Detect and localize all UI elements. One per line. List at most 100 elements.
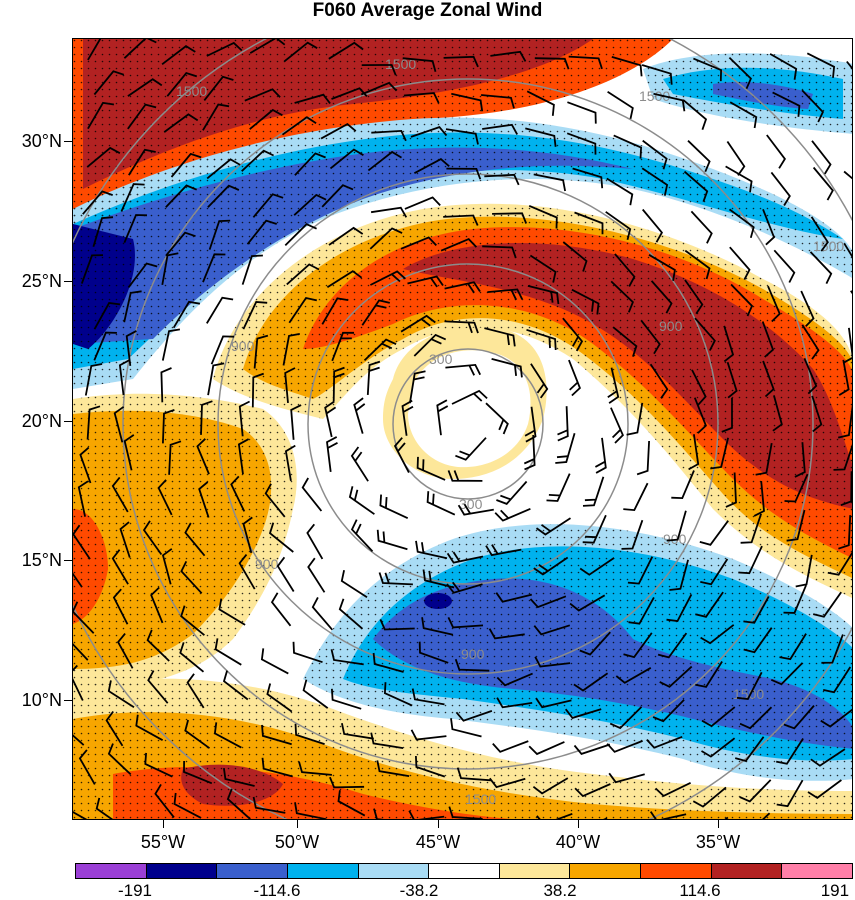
map-title: F060 Average Zonal Wind xyxy=(312,0,543,21)
wind-barb xyxy=(120,183,145,212)
lon-label-35w: 35°W xyxy=(695,832,741,852)
wind-barb xyxy=(113,406,125,443)
wind-barb xyxy=(260,648,289,675)
wind-barb xyxy=(270,592,292,627)
wind-barb xyxy=(533,556,569,576)
wind-barb xyxy=(523,434,536,471)
wind-barb xyxy=(770,662,804,686)
wind-barb xyxy=(640,320,661,355)
colorbar-swatch xyxy=(146,864,218,878)
wind-barb xyxy=(117,633,134,669)
wind-barb xyxy=(810,748,846,767)
wind-barb xyxy=(331,688,362,710)
wind-barb xyxy=(628,596,655,625)
wind-barb xyxy=(535,517,571,536)
wind-barb xyxy=(568,359,581,397)
wind-barb xyxy=(206,41,243,57)
wind-barb xyxy=(496,672,533,687)
wind-barb xyxy=(454,658,490,672)
wind-barb xyxy=(444,320,479,334)
wind-barb xyxy=(730,283,754,317)
wind-barb xyxy=(383,682,413,707)
wind-barb xyxy=(740,513,762,544)
colorbar-swatch xyxy=(499,864,571,878)
wind-barb xyxy=(623,632,653,659)
wind-barb xyxy=(573,743,611,755)
wind-barb xyxy=(150,586,164,624)
wind-barb xyxy=(725,472,737,508)
wind-barb xyxy=(283,41,318,63)
wind-barb xyxy=(529,254,557,283)
wind-barb xyxy=(307,557,326,593)
wind-barb xyxy=(659,665,693,688)
wind-barb xyxy=(611,56,643,77)
wind-barb xyxy=(253,334,269,369)
wind-barb xyxy=(492,212,528,224)
wind-barb xyxy=(264,483,286,518)
wind-barb xyxy=(641,64,673,85)
wind-barb xyxy=(527,285,560,305)
wind-barb xyxy=(422,569,455,589)
wind-barb xyxy=(198,481,210,518)
wind-barb xyxy=(666,510,687,542)
wind-barb xyxy=(361,299,391,326)
colorbar-swatch xyxy=(782,864,853,878)
wind-barb xyxy=(546,473,571,502)
wind-barb xyxy=(446,551,484,564)
wind-barb xyxy=(695,661,723,688)
wind-barb xyxy=(400,314,436,333)
wind-barb xyxy=(450,718,482,738)
lat-label-30n: 30°N xyxy=(21,131,62,151)
wind-barb xyxy=(266,683,293,713)
wind-barb xyxy=(411,688,445,706)
wind-barb xyxy=(843,170,852,180)
wind-barb xyxy=(487,288,524,301)
wind-barb xyxy=(111,549,129,585)
wind-barb xyxy=(810,216,829,252)
wind-barb xyxy=(82,190,114,215)
wind-barb xyxy=(127,78,163,97)
wind-barb xyxy=(607,91,634,119)
wind-barb xyxy=(203,75,234,101)
wind-barb xyxy=(567,101,597,124)
wind-barb xyxy=(196,438,210,475)
wind-barb xyxy=(803,357,818,395)
wind-barb xyxy=(378,572,413,586)
wind-barb xyxy=(135,714,164,741)
wind-barb xyxy=(812,166,834,201)
wind-barb xyxy=(766,134,786,169)
wind-barb xyxy=(329,776,365,789)
wind-barb xyxy=(642,139,668,170)
wind-barb xyxy=(162,409,175,444)
wind-barb xyxy=(294,802,327,819)
wind-barb xyxy=(495,592,533,603)
wind-barb xyxy=(284,367,296,403)
wind-barb xyxy=(403,92,440,104)
wind-barb xyxy=(184,522,206,557)
wind-barb xyxy=(147,670,169,704)
ring-label: 1500 xyxy=(813,238,844,254)
wind-barb xyxy=(165,231,196,257)
wind-barb xyxy=(524,406,537,443)
wind-barb xyxy=(594,437,607,474)
wind-barb xyxy=(261,757,293,778)
wind-barb xyxy=(687,140,711,173)
wind-barb xyxy=(298,761,332,776)
wind-barb xyxy=(142,520,163,556)
wind-barb xyxy=(409,370,426,404)
wind-barb xyxy=(249,108,283,130)
wind-barb xyxy=(154,783,175,818)
lon-label-55w: 55°W xyxy=(140,832,186,852)
wind-barb xyxy=(223,767,255,787)
wind-barb xyxy=(168,440,182,475)
wind-barb xyxy=(146,629,170,662)
wind-barb xyxy=(321,297,349,325)
wind-barb xyxy=(170,152,202,178)
wind-barb xyxy=(772,91,801,117)
wind-barb xyxy=(484,173,520,186)
colorbar-swatch xyxy=(641,864,712,878)
wind-barb xyxy=(107,680,135,709)
wind-barb xyxy=(301,477,323,512)
wind-barb xyxy=(281,116,317,136)
wind-barb xyxy=(536,812,573,819)
